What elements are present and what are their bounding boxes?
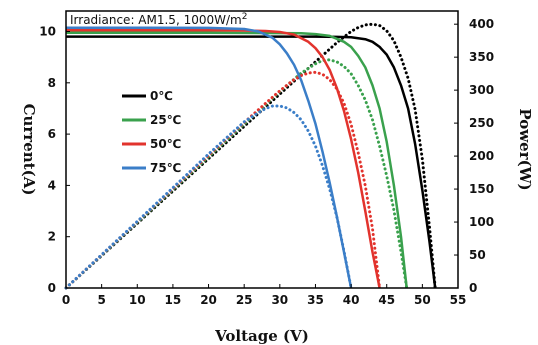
x-tick-label: 55 [450, 293, 467, 307]
series-3-power-curve [64, 70, 382, 290]
x-tick-label: 25 [236, 293, 253, 307]
y-right-tick-label: 250 [469, 116, 494, 130]
y-left-tick-label: 2 [48, 230, 56, 244]
x-tick-label: 10 [129, 293, 146, 307]
series-4-power-curve [64, 104, 353, 290]
x-tick-label: 45 [378, 293, 395, 307]
series-2-power-curve [64, 58, 409, 290]
series-3-current-curve [66, 28, 381, 289]
legend: 0℃ 25℃ 50℃ 75℃ [122, 89, 181, 175]
y-left-tick-label: 8 [48, 76, 56, 90]
y-left-tick-label: 4 [48, 178, 56, 192]
legend-label-4: 75℃ [150, 161, 181, 175]
series-1-current-curve [66, 35, 437, 289]
y-right-axis-title: Power(W) [516, 108, 534, 190]
x-tick-label: 35 [307, 293, 324, 307]
y-right-tick-label: 50 [469, 248, 486, 262]
y-right-tick-label: 100 [469, 215, 494, 229]
legend-label-1: 0℃ [150, 89, 173, 103]
series-4-current-curve [66, 26, 353, 289]
series-2-current-curve [66, 31, 408, 289]
legend-label-2: 25℃ [150, 113, 181, 127]
y-left-tick-label: 0 [48, 281, 56, 295]
y-right-tick-label: 400 [469, 17, 494, 31]
irradiance-annotation-superscript: 2 [242, 12, 248, 22]
y-right-tick-label: 150 [469, 182, 494, 196]
x-tick-label: 5 [97, 293, 105, 307]
irradiance-annotation-text: Irradiance: AM1.5, 1000W/m [70, 13, 242, 27]
x-tick-label: 30 [271, 293, 288, 307]
series-1-power-curve [64, 22, 437, 290]
x-tick-label: 15 [165, 293, 182, 307]
y-right-tick-label: 300 [469, 83, 494, 97]
series-layer [64, 22, 437, 290]
x-axis-title: Voltage (V) [214, 327, 309, 345]
y-left-tick-label: 10 [39, 25, 56, 39]
y-left-tick-label: 6 [48, 127, 56, 141]
y-right-tick-label: 200 [469, 149, 494, 163]
x-tick-label: 40 [343, 293, 360, 307]
y-right-tick-label: 350 [469, 50, 494, 64]
legend-label-3: 50℃ [150, 137, 181, 151]
x-tick-label: 0 [62, 293, 70, 307]
y-left-axis-title: Current(A) [20, 104, 38, 196]
plot-frame [65, 10, 459, 289]
x-tick-label: 20 [200, 293, 217, 307]
x-tick-label: 50 [414, 293, 431, 307]
ticks-layer: 0 5 10 15 20 25 30 35 40 45 50 55024681005010015020… [39, 17, 494, 307]
irradiance-annotation: Irradiance: AM1.5, 1000W/m2 [70, 12, 247, 27]
y-right-tick-label: 0 [469, 281, 477, 295]
